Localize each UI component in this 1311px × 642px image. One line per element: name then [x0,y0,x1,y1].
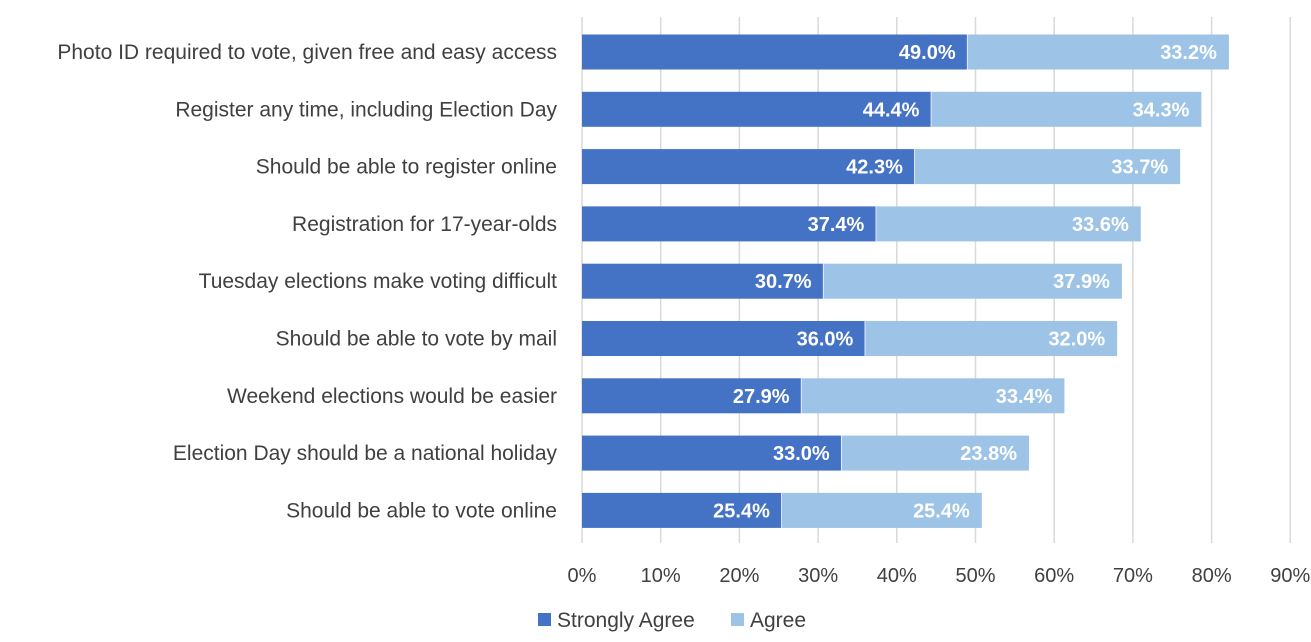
data-label: 32.0% [1048,329,1105,351]
bar-strongly-agree [582,263,824,299]
bar-agree [914,149,1181,185]
bar-strongly-agree [582,34,968,70]
data-label: 36.0% [797,329,854,351]
data-label: 33.0% [773,443,830,465]
data-label: 25.4% [713,500,770,522]
bar-agree [841,435,1030,471]
legend-swatch-strongly-agree [538,613,551,626]
category-label: Should be able to vote online [286,499,557,522]
data-label: 33.2% [1160,42,1217,64]
legend: Strongly Agree Agree [538,609,806,632]
data-label: 37.4% [808,214,865,236]
bar-strongly-agree [582,206,877,242]
data-label: 33.7% [1111,157,1168,179]
bar-strongly-agree [582,435,842,471]
data-label: 37.9% [1053,271,1110,293]
data-label: 23.8% [960,443,1017,465]
bar-strongly-agree [582,378,802,414]
category-label: Registration for 17-year-olds [292,213,557,236]
bar-agree [823,263,1122,299]
category-label: Weekend elections would be easier [227,385,557,408]
bar-agree [801,378,1065,414]
x-tick-label: 30% [798,565,838,587]
bar-agree [865,321,1118,356]
x-tick-label: 70% [1113,565,1153,587]
x-tick-label: 60% [1034,565,1074,587]
category-label: Election Day should be a national holida… [173,442,558,465]
data-label: 42.3% [846,157,903,179]
x-tick-label: 10% [641,565,681,587]
data-label: 33.4% [996,386,1053,408]
category-label: Should be able to vote by mail [276,328,557,351]
x-tick-label: 90% [1270,565,1310,587]
category-labels: Photo ID required to vote, given free an… [57,41,557,522]
bars: 49.0% 33.2% 44.4% 34.3% 42.3% 33.7% 37.4% 33.6%… [582,34,1229,528]
legend-swatch-agree [731,613,744,626]
x-tick-label: 80% [1192,565,1232,587]
bar-strongly-agree [582,321,866,356]
data-label: 33.6% [1072,214,1129,236]
category-label: Should be able to register online [256,156,557,179]
legend-label-agree: Agree [750,609,806,632]
bar-strongly-agree [582,91,932,127]
bar-strongly-agree [582,149,915,185]
data-label: 30.7% [755,271,812,293]
data-label: 44.4% [863,99,920,121]
data-label: 49.0% [899,42,956,64]
data-label: 27.9% [733,386,790,408]
category-label: Tuesday elections make voting difficult [199,270,558,293]
bar-agree [931,91,1202,127]
x-tick-label: 20% [719,565,759,587]
bar-strongly-agree [582,492,782,528]
bar-agree [781,492,982,528]
bar-agree [876,206,1141,242]
x-axis-tick-labels: 0% 10% 20% 30% 40% 50% 60% 70% 80% 90% [568,565,1311,587]
category-label: Photo ID required to vote, given free an… [57,41,557,64]
data-label: 25.4% [913,500,970,522]
legend-label-strongly-agree: Strongly Agree [557,609,695,632]
x-tick-label: 50% [955,565,995,587]
x-tick-label: 40% [877,565,917,587]
x-tick-label: 0% [568,565,597,587]
bar-agree [967,34,1229,70]
category-label: Register any time, including Election Da… [175,98,557,121]
data-label: 34.3% [1133,99,1190,121]
